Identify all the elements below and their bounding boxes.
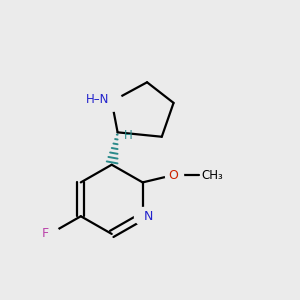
Text: CH₃: CH₃ bbox=[202, 169, 223, 182]
Text: F: F bbox=[41, 227, 48, 240]
Text: N: N bbox=[144, 210, 154, 223]
Text: H: H bbox=[124, 129, 133, 142]
Text: O: O bbox=[169, 169, 178, 182]
Text: H–N: H–N bbox=[85, 93, 109, 106]
